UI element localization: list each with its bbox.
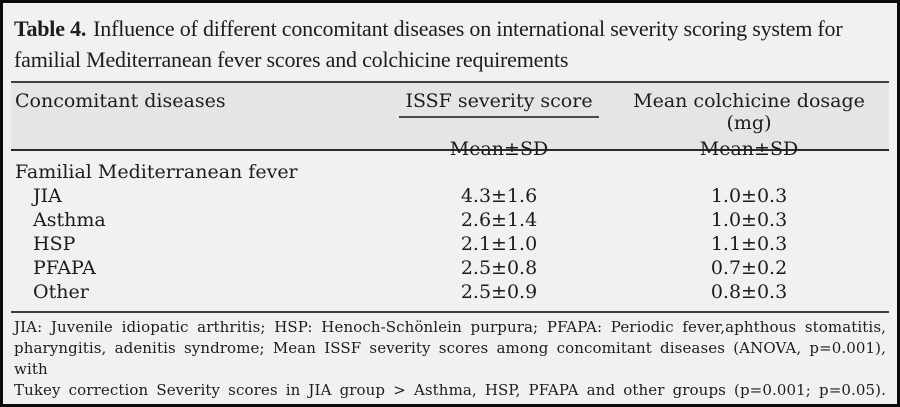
column-header-issf-wrap: ISSF severity score (389, 90, 609, 118)
table-row: PFAPA 2.5±0.8 0.7±0.2 (11, 256, 889, 280)
footnote-top-rule (11, 311, 889, 313)
disease-name: PFAPA (33, 257, 96, 279)
footnote-line: Tukey correction Severity scores in JIA … (14, 381, 886, 404)
subheader-issf-mean-sd: Mean±SD (449, 138, 549, 160)
disease-name: Asthma (33, 209, 106, 231)
group-label: Familial Mediterranean fever (15, 161, 298, 183)
table-row: HSP 2.1±1.0 1.1±0.3 (11, 232, 889, 256)
table-caption: Influence of different concomitant disea… (14, 16, 843, 72)
column-header-issf: ISSF severity score (399, 90, 599, 118)
disease-name: Other (33, 281, 89, 303)
subheader-colchicine-mean-sd: Mean±SD (699, 138, 799, 160)
disease-name: JIA (33, 185, 62, 207)
footnote-line: pharyngitis, adenitis syndrome; Mean ISS… (14, 339, 886, 378)
colchicine-value: 0.8±0.3 (710, 281, 788, 303)
table-number: Table 4. (14, 16, 87, 41)
issf-value: 2.1±1.0 (460, 233, 538, 255)
colchicine-value: 1.0±0.3 (710, 185, 788, 207)
issf-value: 2.5±0.8 (460, 257, 538, 279)
issf-value: 2.6±1.4 (460, 209, 538, 231)
table-row: Other 2.5±0.9 0.8±0.3 (11, 280, 889, 304)
issf-value: 2.5±0.9 (460, 281, 538, 303)
table-row: Asthma 2.6±1.4 1.0±0.3 (11, 208, 889, 232)
group-row: Familial Mediterranean fever (11, 160, 889, 184)
header-bottom-rule (11, 149, 889, 151)
colchicine-value: 0.7±0.2 (710, 257, 788, 279)
table-footnote: JIA: Juvenile idiopatic arthritis; HSP: … (3, 313, 897, 404)
table-header-band: Concomitant diseases ISSF severity score… (11, 83, 889, 159)
colchicine-value: 1.1±0.3 (710, 233, 788, 255)
table-title: Table 4. Influence of different concomita… (3, 3, 897, 81)
footnote-line: JIA: Juvenile idiopatic arthritis; HSP: … (14, 318, 886, 336)
table-row: JIA 4.3±1.6 1.0±0.3 (11, 184, 889, 208)
issf-value: 4.3±1.6 (460, 185, 538, 207)
disease-name: HSP (33, 233, 76, 255)
header-top-rule (11, 81, 889, 83)
column-header-concomitant-diseases: Concomitant diseases (15, 90, 226, 112)
column-header-colchicine: Mean colchicine dosage (mg) (633, 90, 865, 134)
colchicine-value: 1.0±0.3 (710, 209, 788, 231)
subheader-row: Mean±SD Mean±SD (11, 139, 889, 159)
header-row: Concomitant diseases ISSF severity score… (11, 83, 889, 134)
table-body: Familial Mediterranean fever JIA 4.3±1.6… (11, 151, 889, 311)
